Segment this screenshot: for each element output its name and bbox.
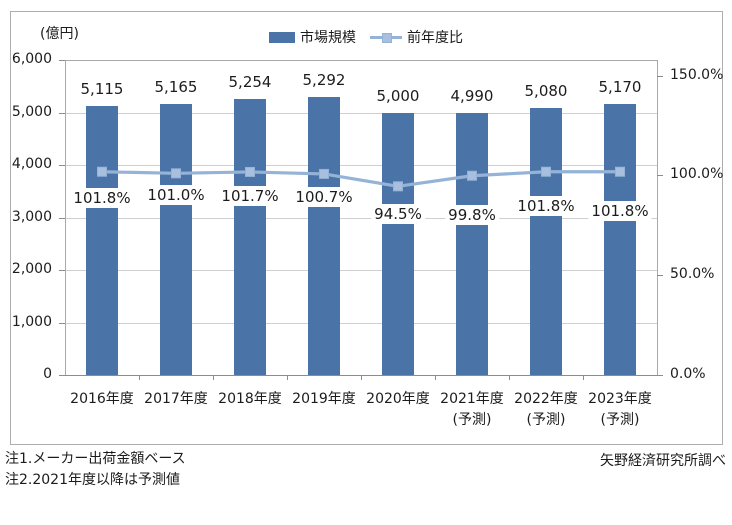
category-year-label: 2019年度 (292, 391, 356, 407)
left-axis-tick-label: 0 (43, 366, 52, 382)
market-size-data-label: 4,990 (450, 87, 494, 106)
left-axis-tick-label: 5,000 (11, 103, 52, 120)
yoy-ratio-data-label: 94.5% (371, 204, 425, 225)
x-axis-boundary-tick (583, 376, 584, 380)
plot-border (65, 60, 658, 376)
x-axis-category-label: 2021年度 (予測) (432, 389, 512, 431)
bar-2020年度 (382, 112, 414, 375)
left-axis-tick-label: 1,000 (11, 313, 52, 330)
yoy-ratio-data-label: 100.7% (292, 186, 356, 207)
bar-2021年度 (456, 113, 488, 375)
legend-label-yoy-ratio: 前年度比 (407, 30, 463, 46)
x-axis-category-label: 2023年度 (予測) (580, 389, 660, 431)
footnotes: 注1.メーカー出荷金額ベース 注2.2021年度以降は予測値 (5, 449, 186, 491)
left-axis-tick (59, 112, 65, 114)
legend-label-market-size: 市場規模 (300, 30, 356, 46)
x-axis-category-label: 2018年度 (210, 389, 290, 410)
left-axis-tick (59, 322, 65, 324)
right-axis-tick (657, 375, 663, 376)
yoy-ratio-data-label: 101.8% (588, 200, 652, 221)
left-axis-unit-label: (億円) (40, 26, 79, 42)
market-size-data-label: 5,170 (598, 77, 642, 96)
category-forecast-label: (予測) (600, 412, 640, 428)
gridline (65, 270, 657, 271)
bar-2017年度 (160, 103, 192, 375)
bar-2016年度 (86, 106, 118, 375)
market-size-data-label: 5,165 (154, 77, 198, 96)
legend-item-yoy-ratio: 前年度比 (370, 27, 463, 47)
chart-legend: 市場規模 前年度比 (0, 27, 732, 47)
right-axis-tick-label: 100.0% (670, 166, 724, 183)
right-axis-tick-label: 0.0% (670, 366, 706, 382)
left-axis-tick-label: 4,000 (11, 156, 52, 172)
figure-border (10, 11, 723, 445)
x-axis-category-label: 2016年度 (62, 389, 142, 410)
left-axis-tick-label: 6,000 (11, 51, 52, 67)
left-axis-tick (59, 217, 65, 219)
category-year-label: 2023年度 (588, 391, 652, 407)
bar-series-swatch-icon (269, 31, 295, 43)
x-axis-boundary-tick (213, 376, 214, 380)
footnote-1: 注1.メーカー出荷金額ベース (5, 451, 186, 467)
x-axis-category-label: 2022年度 (予測) (506, 389, 586, 431)
left-axis-tick-label: 3,000 (11, 208, 52, 225)
x-axis-boundary-tick (509, 376, 510, 380)
market-size-data-label: 5,080 (524, 82, 568, 101)
right-axis-tick (657, 75, 663, 77)
right-axis-tick-label: 150.0% (670, 66, 724, 83)
gridline (65, 165, 657, 166)
x-axis-category-label: 2020年度 (358, 389, 438, 410)
category-year-label: 2018年度 (218, 391, 282, 407)
left-axis-tick (59, 60, 65, 61)
category-year-label: 2016年度 (70, 391, 134, 407)
yoy-ratio-data-label: 101.7% (218, 185, 282, 206)
right-axis-tick (657, 175, 663, 177)
line-series-swatch-icon (370, 32, 402, 43)
market-size-data-label: 5,254 (228, 73, 272, 92)
left-axis-tick (59, 270, 65, 271)
category-forecast-label: (予測) (526, 412, 566, 428)
source-credit: 矢野経済研究所調べ (600, 453, 726, 469)
footnote-2: 注2.2021年度以降は予測値 (5, 472, 180, 488)
gridline (65, 217, 657, 219)
category-year-label: 2020年度 (366, 391, 430, 407)
yoy-ratio-data-label: 101.8% (70, 187, 134, 208)
bar-2019年度 (308, 97, 340, 375)
market-size-data-label: 5,292 (302, 71, 346, 90)
x-axis-category-label: 2017年度 (136, 389, 216, 410)
x-axis-line (64, 375, 658, 376)
left-axis-tick (59, 165, 65, 166)
x-axis-boundary-tick (435, 376, 436, 380)
market-size-data-label: 5,115 (80, 80, 124, 99)
right-axis-tick-label: 50.0% (670, 266, 715, 283)
market-size-data-label: 5,000 (376, 86, 420, 105)
x-axis-boundary-tick (287, 376, 288, 380)
gridline (65, 112, 657, 114)
bar-2023年度 (604, 103, 636, 375)
category-year-label: 2021年度 (440, 391, 504, 407)
yoy-ratio-data-label: 99.8% (445, 204, 499, 225)
category-year-label: 2022年度 (514, 391, 578, 407)
legend-item-market-size: 市場規模 (269, 27, 356, 47)
yoy-ratio-data-label: 101.8% (514, 195, 578, 216)
x-axis-category-label: 2019年度 (284, 389, 364, 410)
right-axis-tick (657, 275, 663, 277)
gridline (65, 322, 657, 324)
bar-2022年度 (530, 108, 562, 375)
x-axis-boundary-tick (139, 376, 140, 380)
category-year-label: 2017年度 (144, 391, 208, 407)
line-marker-icon (382, 32, 392, 43)
x-axis-boundary-tick (361, 376, 362, 380)
bar-2018年度 (234, 99, 266, 375)
category-forecast-label: (予測) (452, 412, 492, 428)
yoy-ratio-data-label: 101.0% (144, 185, 208, 206)
left-axis-tick (59, 375, 65, 376)
left-axis-tick-label: 2,000 (11, 261, 52, 277)
